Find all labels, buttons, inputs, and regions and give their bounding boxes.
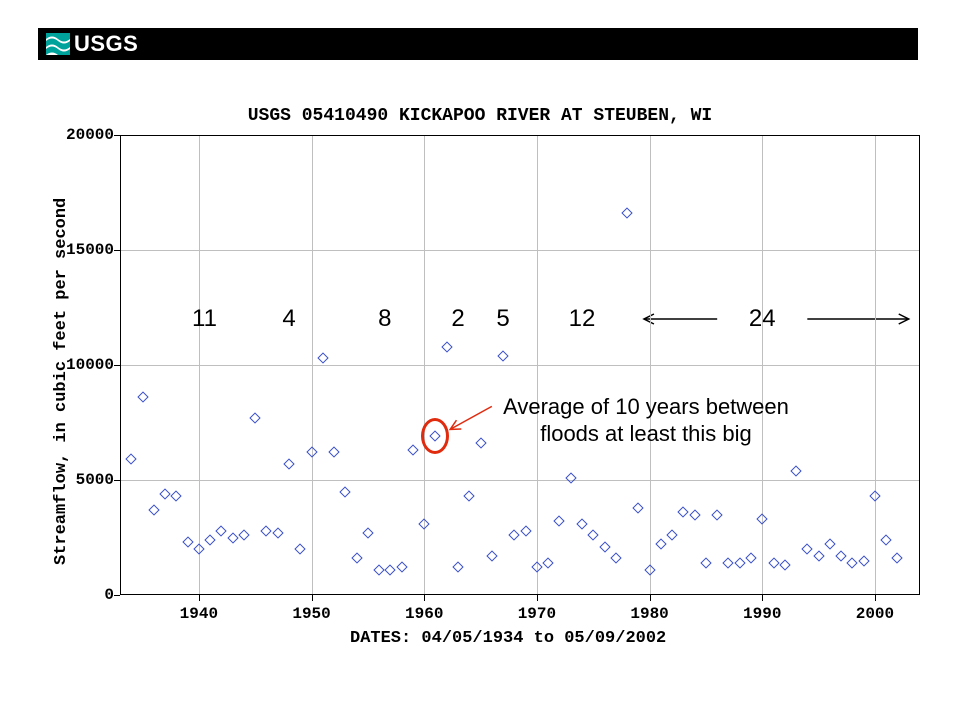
y-tick-label: 15000 (58, 241, 114, 259)
usgs-logo-text: USGS (74, 31, 138, 57)
tick-mark (424, 595, 425, 601)
x-axis-label: DATES: 04/05/1934 to 05/09/2002 (350, 629, 666, 648)
x-tick-label: 1990 (743, 605, 781, 623)
tick-mark (199, 595, 200, 601)
interval-label: 8 (378, 305, 391, 333)
plot-border (120, 135, 920, 595)
y-tick-label: 0 (98, 586, 114, 604)
x-tick-label: 1970 (518, 605, 556, 623)
header-bar: USGS (38, 28, 918, 60)
tick-mark (537, 595, 538, 601)
usgs-logo: USGS (46, 31, 138, 57)
y-tick-label: 5000 (68, 471, 114, 489)
tick-mark (312, 595, 313, 601)
x-tick-label: 1980 (630, 605, 668, 623)
x-tick-label: 2000 (856, 605, 894, 623)
interval-label: 11 (192, 305, 217, 333)
usgs-wave-icon (46, 33, 70, 55)
interval-label: 12 (569, 305, 596, 333)
tick-mark (875, 595, 876, 601)
interval-label: 5 (496, 305, 509, 333)
x-tick-label: 1960 (405, 605, 443, 623)
tick-mark (762, 595, 763, 601)
scatter-plot (120, 135, 920, 595)
x-tick-label: 1950 (292, 605, 330, 623)
y-tick-label: 10000 (58, 356, 114, 374)
interval-label: 24 (749, 305, 776, 333)
interval-label: 4 (282, 305, 295, 333)
tick-mark (650, 595, 651, 601)
x-tick-label: 1940 (180, 605, 218, 623)
chart-title: USGS 05410490 KICKAPOO RIVER AT STEUBEN,… (0, 106, 960, 126)
interval-label: 2 (451, 305, 464, 333)
callout-text: Average of 10 years betweenfloods at lea… (503, 393, 789, 448)
tick-mark (114, 595, 120, 596)
y-tick-label: 20000 (58, 126, 114, 144)
